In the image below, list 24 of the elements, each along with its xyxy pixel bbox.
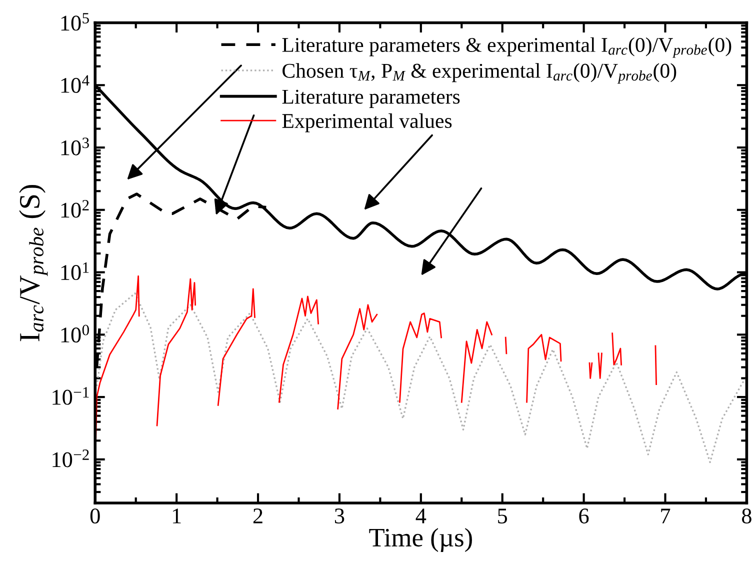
line-series [96, 292, 747, 464]
x-tick-label: 6 [579, 508, 589, 524]
y-tick-label: 10$^{5}$ [61, 13, 89, 31]
y-tick-label: 10$^{1}$ [61, 262, 89, 280]
x-axis-title: Time (µs) [369, 528, 472, 552]
x-tick-label: 1 [172, 508, 181, 524]
legend-label: Literature parameters [282, 90, 460, 108]
y-axis-title: I$_{arc}$/V$_{probe}$ (S) [19, 185, 48, 342]
x-tick-label: 0 [90, 508, 100, 524]
y-tick-label: 10$^{3}$ [61, 138, 89, 156]
y-tick-label: 10$^{−1}$ [52, 387, 89, 405]
x-tick-label: 8 [742, 508, 752, 524]
x-tick-label: 7 [661, 508, 670, 524]
x-tick-label: 5 [498, 508, 508, 524]
legend-label: Literature parameters & experimental I$_{arc}$(0)/V$_{probe}$(0) [282, 37, 732, 58]
text: Chosen τ$_{M}$, P$_{M}$ & experimental I$_{arc}$(0)/V$_{probe}$(0) [282, 63, 676, 84]
y-tick-label: 10$^{4}$ [61, 75, 90, 93]
y-tick-label: 10$^{0}$ [61, 324, 89, 342]
x-tick-label: 3 [334, 508, 344, 524]
legend-label: Experimental values [282, 113, 452, 132]
y-tick-label: 10$^{2}$ [61, 200, 89, 218]
x-tick-label: 2 [253, 508, 262, 524]
x-tick-label: 4 [416, 508, 426, 524]
y-tick-label: 10$^{−2}$ [52, 450, 89, 468]
